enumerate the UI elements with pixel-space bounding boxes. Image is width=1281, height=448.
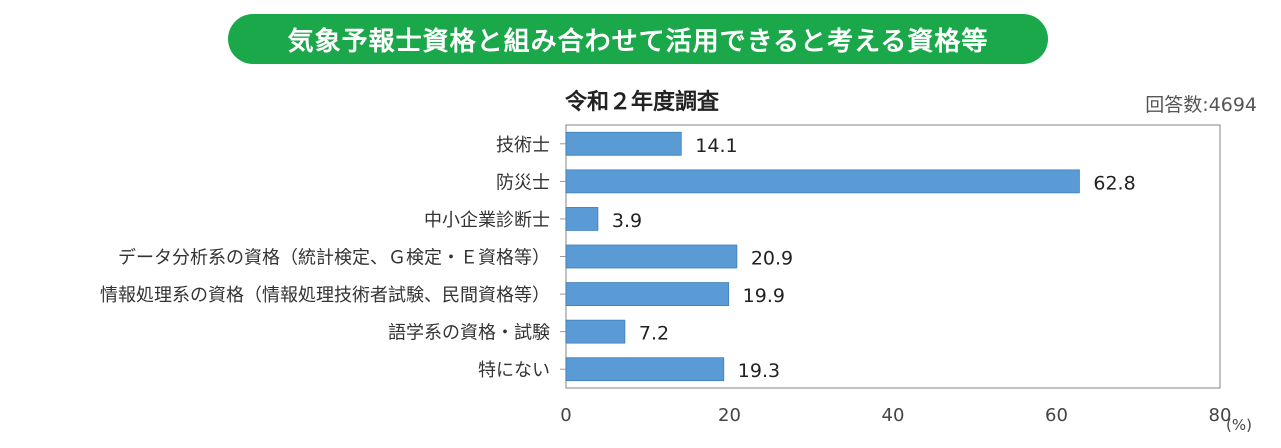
value-label: 19.3 (738, 360, 780, 382)
banner-title: 気象予報士資格と組み合わせて活用できると考える資格等 (287, 26, 989, 57)
value-label: 14.1 (695, 135, 737, 157)
category-label: 特にない (478, 360, 550, 381)
value-label: 7.2 (639, 323, 669, 345)
category-label: 情報処理系の資格（情報処理技術者試験、民間資格等） (100, 285, 550, 306)
x-tick-label: 20 (718, 405, 741, 426)
bar (565, 207, 599, 231)
value-label: 62.8 (1093, 172, 1135, 194)
bar (565, 282, 730, 306)
x-tick-label: 40 (882, 405, 905, 426)
category-label: 中小企業診断士 (424, 210, 550, 231)
bar (565, 131, 682, 156)
chart-title: 令和２年度調査 (565, 90, 720, 115)
value-label: 3.9 (612, 210, 642, 232)
header-banner: 気象予報士資格と組み合わせて活用できると考える資格等 (228, 14, 1048, 64)
x-axis-unit: (%) (1226, 416, 1252, 434)
x-tick-label: 80 (1209, 405, 1232, 426)
bar (565, 357, 725, 382)
value-label: 19.9 (743, 285, 785, 307)
x-tick-label: 60 (1045, 405, 1068, 426)
x-tick-label: 0 (560, 405, 571, 426)
category-label: データ分析系の資格（統計検定、Ｇ検定・Ｅ資格等） (118, 248, 550, 269)
category-label: 防災士 (496, 172, 550, 193)
respondent-count: 回答数:4694 (1145, 94, 1257, 116)
value-label: 20.9 (751, 248, 793, 270)
category-label: 技術士 (496, 135, 550, 156)
bar (565, 319, 626, 344)
category-label: 語学系の資格・試験 (388, 323, 550, 344)
bar (565, 244, 738, 269)
bar (565, 169, 1080, 194)
